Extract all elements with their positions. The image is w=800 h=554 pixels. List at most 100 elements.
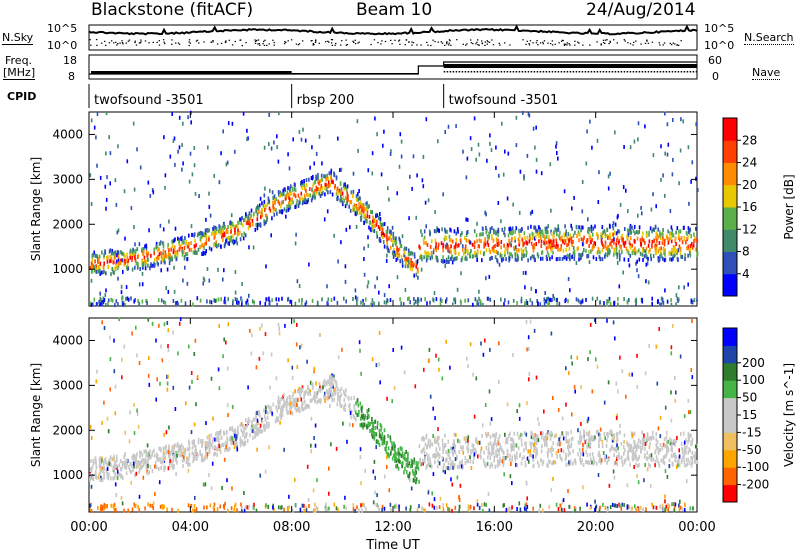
velocity-echo-cell: [652, 505, 655, 510]
nsearch-point: [444, 44, 446, 46]
velocity-echo-cell: [417, 461, 419, 466]
power-echo-cell: [236, 241, 239, 246]
velocity-echo-cell: [352, 507, 355, 512]
power-echo-cell: [324, 192, 326, 197]
power-echo-cell: [208, 204, 211, 209]
velocity-echo-cell: [684, 508, 686, 513]
power-echo-cell: [401, 263, 404, 268]
power-echo-cell: [321, 177, 323, 182]
velocity-echo-cell: [579, 448, 581, 453]
power-echo-cell: [476, 239, 478, 244]
velocity-echo-cell: [623, 460, 626, 465]
velocity-echo-cell: [664, 499, 666, 504]
power-echo-cell: [173, 289, 176, 294]
power-echo-cell: [102, 265, 105, 270]
power-echo-cell: [457, 229, 459, 234]
velocity-echo-cell: [210, 433, 212, 438]
velocity-echo-cell: [227, 508, 229, 513]
velocity-echo-cell: [233, 508, 236, 512]
power-echo-cell: [572, 239, 574, 244]
velocity-echo-cell: [661, 446, 664, 451]
power-echo-cell: [287, 207, 290, 212]
velocity-echo-cell: [163, 452, 166, 457]
power-echo-cell: [522, 253, 525, 258]
power-echo-cell: [677, 235, 680, 240]
power-echo-cell: [264, 301, 267, 306]
power-echo-cell: [292, 192, 295, 197]
velocity-echo-cell: [218, 438, 220, 442]
velocity-echo-cell: [313, 436, 315, 440]
velocity-echo-cell: [234, 504, 236, 509]
power-echo-cell: [489, 133, 491, 138]
power-echo-cell: [637, 213, 639, 218]
velocity-echo-cell: [331, 395, 333, 400]
power-echo-cell: [588, 260, 591, 265]
velocity-echo-cell: [657, 446, 660, 451]
power-echo-cell: [90, 303, 93, 307]
velocity-echo-cell: [569, 505, 572, 510]
nave-dot: [593, 71, 596, 73]
velocity-echo-cell: [612, 469, 615, 474]
power-echo-cell: [672, 157, 674, 162]
velocity-echo-cell: [550, 487, 553, 492]
velocity-echo-cell: [232, 440, 235, 445]
nsearch-point: [340, 44, 342, 46]
velocity-echo-cell: [205, 451, 207, 456]
power-echo-cell: [407, 256, 410, 261]
velocity-echo-cell: [620, 441, 623, 446]
velocity-echo-cell: [581, 448, 584, 453]
power-echo-cell: [539, 227, 541, 232]
velocity-echo-cell: [680, 505, 682, 510]
power-echo-cell: [314, 188, 316, 193]
velocity-echo-cell: [580, 460, 582, 465]
power-echo-cell: [123, 189, 126, 194]
velocity-echo-cell: [113, 369, 116, 374]
velocity-echo-cell: [418, 479, 420, 484]
velocity-echo-cell: [525, 443, 527, 448]
nave-dot: [584, 71, 587, 73]
power-echo-cell: [454, 244, 457, 249]
velocity-echo-cell: [448, 507, 451, 512]
velocity-echo-cell: [496, 463, 499, 468]
power-echo-cell: [569, 257, 571, 262]
power-echo-cell: [578, 257, 580, 262]
power-echo-cell: [158, 252, 161, 257]
power-echo-cell: [682, 119, 684, 124]
velocity-echo-cell: [345, 506, 347, 510]
power-echo-cell: [486, 240, 489, 245]
power-echo-cell: [490, 255, 493, 260]
power-echo-cell: [258, 210, 260, 214]
nave-dot: [479, 71, 482, 73]
power-echo-cell: [687, 244, 690, 249]
velocity-echo-cell: [166, 387, 169, 392]
velocity-echo-cell: [503, 503, 505, 508]
power-echo-cell: [339, 181, 342, 186]
velocity-echo-cell: [342, 421, 344, 426]
nave-dot: [632, 71, 635, 73]
power-echo-cell: [276, 211, 278, 216]
velocity-echo-cell: [598, 508, 601, 513]
velocity-echo-cell: [371, 417, 373, 421]
power-echo-cell: [648, 230, 650, 235]
power-echo-cell: [329, 182, 332, 187]
velocity-echo-cell: [371, 434, 374, 439]
power-echo-cell: [341, 200, 344, 205]
power-echo-cell: [225, 238, 227, 243]
power-echo-cell: [477, 142, 480, 147]
power-echo-cell: [652, 227, 655, 232]
power-echo-cell: [408, 296, 410, 301]
velocity-echo-cell: [579, 441, 581, 445]
velocity-echo-cell: [253, 417, 256, 422]
velocity-echo-cell: [425, 465, 428, 470]
nsearch-point: [411, 41, 413, 43]
power-echo-cell: [563, 255, 566, 260]
power-echo-cell: [145, 243, 148, 248]
velocity-echo-cell: [586, 431, 588, 436]
velocity-echo-cell: [459, 483, 462, 488]
power-echo-cell: [473, 229, 476, 234]
power-echo-cell: [192, 302, 194, 307]
velocity-echo-cell: [579, 437, 581, 442]
power-echo-cell: [337, 189, 339, 193]
power-echo-cell: [107, 255, 109, 260]
power-echo-cell: [273, 194, 276, 199]
